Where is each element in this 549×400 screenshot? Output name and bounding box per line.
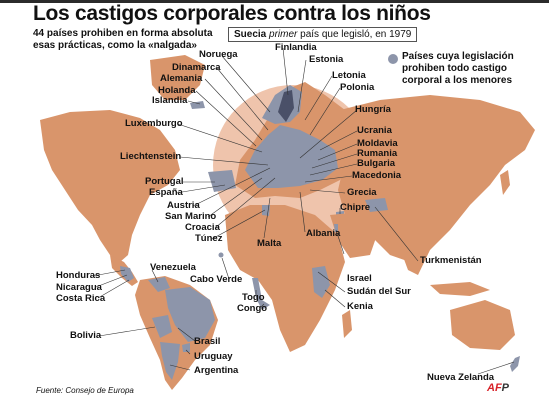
label-togo: Togo xyxy=(242,292,265,303)
label-uruguay: Uruguay xyxy=(194,351,233,362)
afp-logo-a: AF xyxy=(487,382,502,394)
label-sanmarino: San Marino xyxy=(165,211,217,222)
sweden-shape xyxy=(278,90,294,122)
label-macedonia: Macedonia xyxy=(352,170,402,181)
greenland-shape xyxy=(150,55,205,100)
subtitle: 44 países prohiben en forma absoluta esa… xyxy=(33,28,233,52)
bolivia-ban xyxy=(152,315,172,338)
label-moldavia: Moldavia xyxy=(357,138,398,149)
indonesia-shape xyxy=(430,282,490,296)
callout-text: país que legisló, en 1979 xyxy=(300,29,412,40)
togo-congo-ban xyxy=(252,278,270,310)
label-albania: Albania xyxy=(306,228,341,239)
madagascar-shape xyxy=(342,310,352,338)
newzealand-ban xyxy=(510,356,520,372)
north-america-shape xyxy=(40,110,180,262)
label-malta: Malta xyxy=(257,238,282,249)
label-bulgaria: Bulgaria xyxy=(357,158,396,169)
label-nuevazelanda: Nueva Zelanda xyxy=(427,372,495,383)
australia-shape xyxy=(450,300,515,350)
turkmenistan-ban xyxy=(365,198,388,212)
india-shape xyxy=(395,230,430,275)
uruguay-ban xyxy=(182,343,190,352)
east-africa-ban xyxy=(312,266,330,298)
middle-east-shape xyxy=(330,212,378,258)
venezuela-ban xyxy=(148,277,170,292)
label-luxemburgo: Luxemburgo xyxy=(125,118,183,129)
callout-country: Suecia xyxy=(234,29,267,40)
label-espana: España xyxy=(149,187,183,198)
argentina-ban xyxy=(160,342,180,380)
label-rumania: Rumania xyxy=(357,148,398,159)
brasil-ban xyxy=(165,287,215,342)
japan-shape xyxy=(500,170,510,195)
label-kenia: Kenia xyxy=(347,301,373,312)
leader-lines xyxy=(92,47,515,375)
label-sudandelsur: Sudán del Sur xyxy=(347,286,411,297)
asia-shape xyxy=(338,95,535,262)
label-nicaragua: Nicaragua xyxy=(56,282,102,293)
label-hungria: Hungría xyxy=(355,104,391,115)
legend-swatch xyxy=(388,54,398,64)
label-grecia: Grecia xyxy=(347,187,377,198)
label-venezuela: Venezuela xyxy=(150,262,196,273)
europe-ban xyxy=(245,125,338,188)
sweden-callout: Suecia primer país que legisló, en 1979 xyxy=(228,27,418,42)
label-caboverde: Cabo Verde xyxy=(190,274,243,285)
subtitle-text: prohiben en forma absoluta esas práctica… xyxy=(33,28,213,51)
label-bolivia: Bolivia xyxy=(70,330,102,341)
label-congo: Congo xyxy=(237,303,268,314)
label-honduras: Honduras xyxy=(56,270,101,281)
afp-logo: AFP xyxy=(487,382,509,394)
label-letonia: Letonia xyxy=(332,70,366,81)
callout-italic: primer xyxy=(269,29,298,40)
legend-label: Países cuya legislación prohiben todo ca… xyxy=(402,51,514,86)
page-title: Los castigos corporales contra los niños xyxy=(33,2,431,25)
label-polonia: Polonia xyxy=(340,82,375,93)
afp-logo-b: P xyxy=(501,382,510,394)
label-chipre: Chipre xyxy=(340,202,371,213)
label-argentina: Argentina xyxy=(194,365,239,376)
source-note: Fuente: Consejo de Europa xyxy=(36,386,134,395)
israel-ban xyxy=(334,224,338,232)
label-croacia: Croacia xyxy=(185,222,220,233)
label-brasil: Brasil xyxy=(194,336,221,347)
iceland-ban xyxy=(190,101,205,109)
label-dinamarca: Dinamarca xyxy=(172,62,221,73)
label-portugal: Portugal xyxy=(145,176,184,187)
label-islandia: Islandia xyxy=(152,95,188,106)
label-liechtenstein: Liechtenstein xyxy=(120,151,182,162)
capeverde-ban xyxy=(218,252,224,258)
iberia-ban xyxy=(208,170,236,192)
label-finlandia: Finlandia xyxy=(275,42,317,53)
label-tunez: Túnez xyxy=(195,233,223,244)
label-alemania: Alemania xyxy=(160,73,203,84)
label-austria: Austria xyxy=(167,200,200,211)
label-israel: Israel xyxy=(347,273,372,284)
africa-shape xyxy=(225,205,345,352)
label-holanda: Holanda xyxy=(158,85,196,96)
label-ucrania: Ucrania xyxy=(357,125,392,136)
label-estonia: Estonia xyxy=(309,54,344,65)
subtitle-count: 44 países xyxy=(33,28,79,39)
label-costarica: Costa Rica xyxy=(56,293,106,304)
label-turkmenistan: Turkmenistán xyxy=(420,255,482,266)
top-bar xyxy=(0,0,549,3)
label-noruega: Noruega xyxy=(199,49,238,60)
